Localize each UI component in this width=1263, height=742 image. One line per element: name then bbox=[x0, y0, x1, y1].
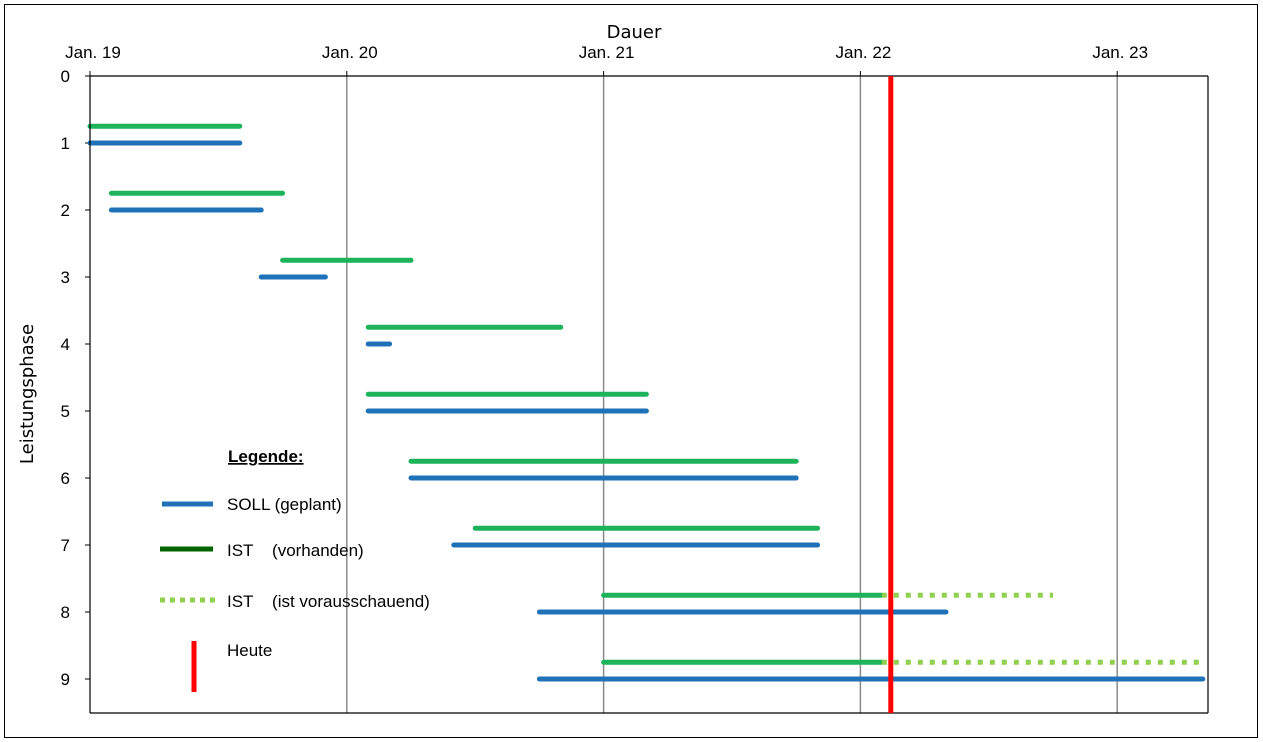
x-tick-label: Jan. 20 bbox=[322, 43, 378, 62]
y-tick-label: 9 bbox=[61, 670, 70, 689]
x-tick-label: Jan. 22 bbox=[836, 43, 892, 62]
x-tick-label: Jan. 19 bbox=[65, 43, 121, 62]
legend-title: Legende: bbox=[228, 447, 304, 466]
legend-soll-label: SOLL (geplant) bbox=[227, 495, 342, 514]
y-tick-label: 0 bbox=[61, 67, 70, 86]
y-tick-labels: 0 1 2 3 4 5 6 7 8 9 bbox=[61, 67, 70, 689]
legend: Legende: SOLL (geplant) IST (vorhanden) … bbox=[160, 447, 430, 692]
y-tick-label: 1 bbox=[61, 134, 70, 153]
y-tick-label: 5 bbox=[61, 402, 70, 421]
x-tick-labels: Jan. 19 Jan. 20 Jan. 21 Jan. 22 Jan. 23 bbox=[65, 43, 1148, 62]
y-tick-label: 3 bbox=[61, 268, 70, 287]
y-tick-label: 2 bbox=[61, 201, 70, 220]
y-tick-label: 4 bbox=[61, 335, 70, 354]
legend-ist-forecast-label: IST (ist vorausschauend) bbox=[227, 592, 430, 611]
x-tick-label: Jan. 23 bbox=[1092, 43, 1148, 62]
chart-title: Dauer bbox=[607, 22, 662, 43]
legend-ist-label: IST (vorhanden) bbox=[227, 541, 364, 560]
y-axis-label: Leistungsphase bbox=[17, 324, 38, 464]
legend-today-label: Heute bbox=[227, 641, 272, 660]
x-tick-label: Jan. 21 bbox=[579, 43, 635, 62]
y-tick-label: 8 bbox=[61, 603, 70, 622]
y-tick-label: 6 bbox=[61, 469, 70, 488]
y-tick-label: 7 bbox=[61, 536, 70, 555]
axes bbox=[90, 76, 1208, 713]
